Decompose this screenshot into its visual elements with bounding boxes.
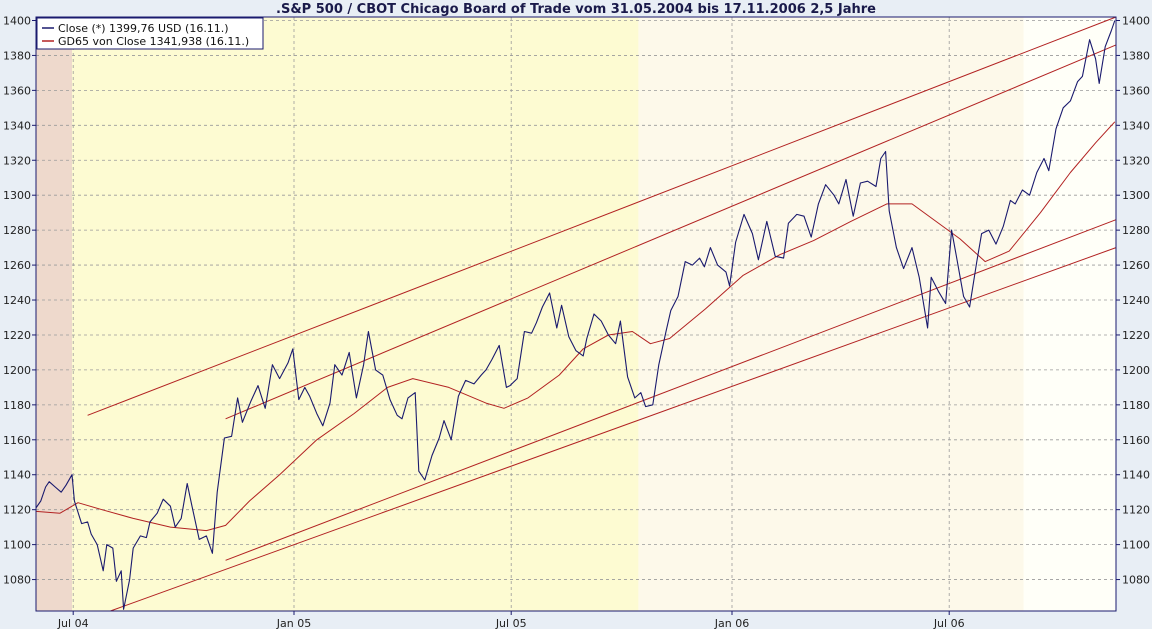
x-tick-label: Jul 04: [57, 617, 89, 629]
grid: [36, 17, 1116, 611]
y-tick-label-left: 1320: [3, 154, 31, 167]
background-band: [72, 17, 639, 611]
y-tick-label-left: 1280: [3, 224, 31, 237]
y-tick-label-left: 1240: [3, 294, 31, 307]
y-tick-label: 1320: [1122, 154, 1150, 167]
y-tick-label: 1400: [1122, 14, 1150, 27]
trend-lines: [87, 16, 1117, 612]
y-tick-label: 1380: [1122, 49, 1150, 62]
x-tick-label: Jan 06: [714, 617, 749, 629]
y-tick-label-left: 1220: [3, 329, 31, 342]
y-tick-label: 1240: [1122, 294, 1150, 307]
background-band: [1023, 17, 1116, 611]
y-tick-label-left: 1300: [3, 189, 31, 202]
x-tick-label: Jul 06: [933, 617, 965, 629]
y-tick-label: 1180: [1122, 399, 1150, 412]
y-tick-label: 1340: [1122, 119, 1150, 132]
plot-background: [36, 17, 1116, 611]
y-tick-label: 1300: [1122, 189, 1150, 202]
y-tick-label-left: 1260: [3, 259, 31, 272]
y-tick-label: 1160: [1122, 434, 1150, 447]
y-tick-label-left: 1400: [3, 14, 31, 27]
y-tick-label: 1200: [1122, 364, 1150, 377]
y-tick-label: 1260: [1122, 259, 1150, 272]
y-tick-label-left: 1120: [3, 504, 31, 517]
y-tick-label: 1120: [1122, 504, 1150, 517]
background-band: [36, 17, 72, 611]
plot-border: [35, 16, 1117, 612]
legend-label: Close (*) 1399,76 USD (16.11.): [58, 22, 229, 35]
series-lines: [36, 20, 1116, 610]
y-tick-label-left: 1160: [3, 434, 31, 447]
trend-line: [225, 44, 1117, 420]
y-tick-label: 1100: [1122, 539, 1150, 552]
trend-line: [110, 247, 1117, 612]
y-tick-label-left: 1380: [3, 49, 31, 62]
y-tick-label-left: 1180: [3, 399, 31, 412]
y-tick-label-left: 1080: [3, 574, 31, 587]
series-line: [36, 20, 1116, 610]
y-tick-label: 1140: [1122, 469, 1150, 482]
legend-box: [36, 17, 264, 50]
y-tick-label-left: 1360: [3, 84, 31, 97]
y-tick-label-left: 1340: [3, 119, 31, 132]
y-tick-label: 1280: [1122, 224, 1150, 237]
axes: 1080 1080 1100 1100 1120 1120 1140 1140 1160 1160…: [3, 14, 1150, 629]
y-tick-label: 1080: [1122, 574, 1150, 587]
chart-title: .S&P 500 / CBOT Chicago Board of Trade v…: [276, 2, 876, 17]
legend: Close (*) 1399,76 USD (16.11.)GD65 von C…: [36, 17, 264, 50]
y-tick-label-left: 1200: [3, 364, 31, 377]
y-tick-label-left: 1140: [3, 469, 31, 482]
trend-line: [87, 16, 1117, 416]
x-tick-label: Jan 05: [276, 617, 311, 629]
legend-label: GD65 von Close 1341,938 (16.11.): [58, 35, 249, 48]
trend-line: [225, 219, 1117, 561]
x-tick-label: Jul 05: [495, 617, 527, 629]
background-band: [638, 17, 1024, 611]
y-tick-label: 1360: [1122, 84, 1150, 97]
y-tick-label-left: 1100: [3, 539, 31, 552]
y-tick-label: 1220: [1122, 329, 1150, 342]
